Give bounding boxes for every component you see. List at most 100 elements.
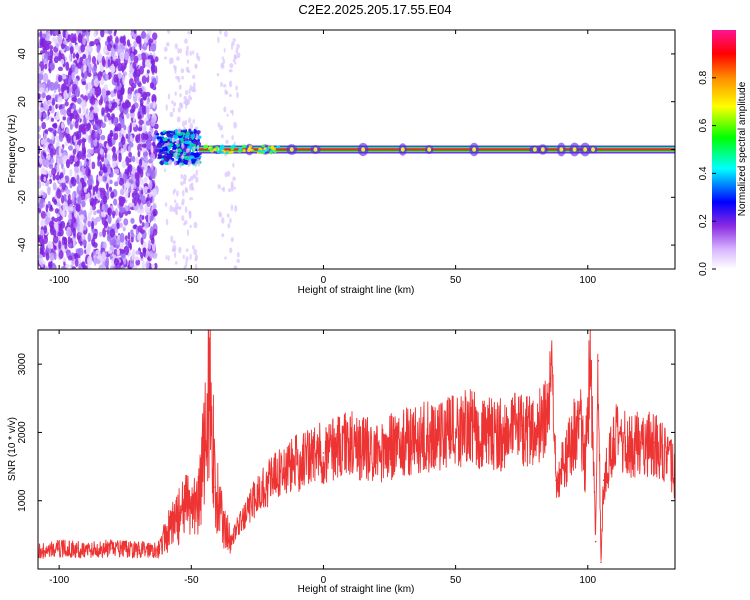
noise-point <box>57 33 63 43</box>
noise-point <box>69 168 73 177</box>
noise-point <box>184 38 188 44</box>
noise-point <box>111 237 117 246</box>
noise-point <box>144 221 149 229</box>
noise-point <box>45 95 52 101</box>
noise-point <box>77 195 82 205</box>
energy-point <box>196 130 201 134</box>
noise-point <box>65 159 71 169</box>
snr-point <box>626 445 629 447</box>
noise-point <box>55 174 60 181</box>
noise-point <box>38 201 44 209</box>
noise-point <box>79 223 84 234</box>
noise-point <box>107 30 113 35</box>
noise-point <box>177 76 181 83</box>
noise-point <box>69 33 75 43</box>
noise-point <box>141 31 147 39</box>
noise-point <box>146 200 151 208</box>
noise-point <box>107 138 113 147</box>
noise-point <box>38 133 42 140</box>
noise-point <box>111 257 116 267</box>
noise-point <box>48 170 52 178</box>
noise-point <box>102 195 108 205</box>
noise-point <box>138 114 142 120</box>
noise-point <box>151 162 154 172</box>
energy-point <box>204 145 209 148</box>
noise-point <box>181 215 185 222</box>
noise-point <box>194 263 198 269</box>
noise-point <box>135 68 141 78</box>
noise-point <box>53 81 59 90</box>
noise-point <box>91 120 95 126</box>
carrier-blip <box>591 147 596 152</box>
noise-point <box>150 43 157 52</box>
noise-point <box>94 253 98 259</box>
noise-point <box>112 145 116 155</box>
noise-point <box>223 106 227 113</box>
noise-point <box>42 151 46 156</box>
noise-point <box>65 188 71 195</box>
noise-point <box>117 176 120 183</box>
noise-point <box>130 229 134 235</box>
noise-point <box>177 107 181 113</box>
noise-point <box>178 84 182 90</box>
snr-point <box>594 540 597 543</box>
noise-point <box>102 164 106 172</box>
noise-point <box>143 176 148 183</box>
noise-point <box>107 71 112 80</box>
snr-point <box>584 465 586 468</box>
noise-point <box>167 255 170 261</box>
noise-point <box>81 100 86 110</box>
noise-point <box>80 44 86 53</box>
noise-point <box>131 46 135 52</box>
noise-point <box>72 120 75 127</box>
snr-point <box>375 452 378 454</box>
carrier-blip <box>472 147 477 152</box>
noise-point <box>229 217 232 224</box>
noise-point <box>108 115 112 121</box>
noise-point <box>146 98 150 105</box>
noise-point <box>234 54 238 59</box>
noise-point <box>38 236 41 243</box>
noise-point <box>67 255 73 261</box>
noise-point <box>86 153 92 158</box>
noise-point <box>230 204 234 211</box>
noise-point <box>180 68 185 74</box>
energy-point <box>225 151 229 155</box>
noise-point <box>151 242 156 252</box>
noise-point <box>176 56 180 61</box>
noise-point <box>222 58 226 65</box>
noise-point <box>133 55 139 64</box>
noise-point <box>72 104 77 110</box>
noise-point <box>127 163 133 173</box>
noise-point <box>113 117 118 126</box>
noise-point <box>181 198 185 204</box>
noise-point <box>184 99 189 106</box>
noise-point <box>172 137 175 142</box>
noise-point <box>68 212 73 220</box>
noise-point <box>112 254 117 259</box>
noise-point <box>146 33 150 40</box>
noise-point <box>73 135 77 143</box>
y-tick-label: -20 <box>17 190 28 205</box>
noise-point <box>87 232 91 243</box>
noise-point <box>150 237 155 245</box>
noise-point <box>233 265 238 269</box>
noise-point <box>152 141 156 147</box>
energy-point <box>159 160 165 166</box>
snr-point <box>198 499 201 502</box>
noise-point <box>91 87 95 94</box>
noise-point <box>236 252 240 258</box>
energy-point <box>213 148 217 151</box>
noise-point <box>165 218 169 226</box>
noise-point <box>192 50 195 55</box>
noise-point <box>81 30 87 33</box>
noise-point <box>105 73 109 81</box>
snr-point <box>573 431 576 434</box>
noise-point <box>87 30 91 33</box>
noise-point <box>81 261 86 268</box>
noise-point <box>47 200 51 209</box>
noise-point <box>43 235 49 245</box>
noise-point <box>98 128 102 135</box>
noise-point <box>122 71 128 77</box>
snr-point <box>600 561 602 563</box>
